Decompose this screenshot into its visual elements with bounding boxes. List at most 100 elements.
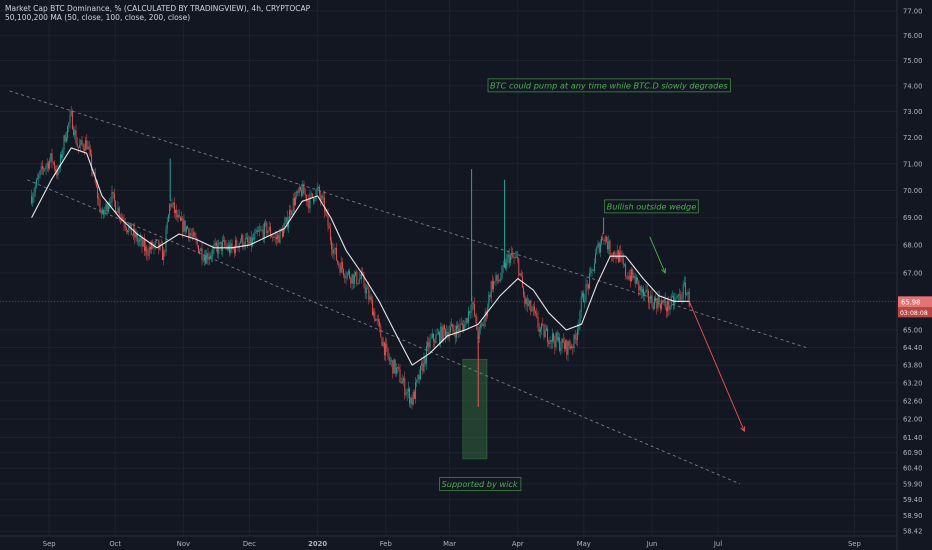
candle-body xyxy=(212,248,214,257)
candle-body xyxy=(223,239,225,241)
last-price-label: 65.98 xyxy=(901,298,920,306)
candle-body xyxy=(149,246,151,250)
candle-body xyxy=(57,169,59,176)
candle-body xyxy=(549,339,551,344)
candle-body xyxy=(583,293,585,303)
candle-body xyxy=(70,110,72,115)
candle-body xyxy=(657,296,659,309)
candle-body xyxy=(401,381,403,384)
candle-body xyxy=(320,194,322,200)
candle-body xyxy=(671,296,673,297)
candle-body xyxy=(197,245,199,254)
candle-body xyxy=(200,248,202,252)
candle-body xyxy=(640,286,642,293)
candle-body xyxy=(356,271,358,284)
candle-body xyxy=(352,274,354,284)
candle-body xyxy=(215,242,217,246)
candle-body xyxy=(608,240,610,250)
candle-body xyxy=(291,211,293,216)
candle-body xyxy=(542,323,544,325)
candle-body xyxy=(568,341,570,347)
candle-body xyxy=(79,144,81,148)
candle-body xyxy=(530,300,532,312)
candle-body xyxy=(183,220,185,232)
candle-body xyxy=(475,315,477,317)
candle-body xyxy=(501,266,503,279)
candle-body xyxy=(676,296,678,298)
candle-body xyxy=(261,229,263,231)
candle-body xyxy=(231,243,233,249)
candle-body xyxy=(632,269,634,278)
candle-body xyxy=(365,288,367,294)
candle-body xyxy=(553,333,555,341)
candle-body xyxy=(140,238,142,241)
candle-body xyxy=(473,304,475,316)
candle-body xyxy=(116,211,118,213)
x-axis[interactable]: SepOctNovDec2020FebMarAprMayJunJulAugSep xyxy=(0,540,861,548)
candle-body xyxy=(293,197,295,206)
candle-body xyxy=(398,366,400,370)
candle-body xyxy=(338,263,340,266)
candle-body xyxy=(554,340,556,348)
candle-body xyxy=(169,204,171,215)
candle-body xyxy=(321,196,323,200)
candle-body xyxy=(335,247,337,261)
candle-body xyxy=(188,228,190,238)
candle-body xyxy=(653,297,655,310)
candle-body xyxy=(547,328,549,343)
candle-body xyxy=(483,320,485,327)
candle-body xyxy=(589,273,591,289)
x-tick-label: Mar xyxy=(443,540,456,548)
candle-body xyxy=(661,301,663,309)
candle-body xyxy=(238,243,240,249)
candle-body xyxy=(550,339,552,342)
candle-body xyxy=(638,280,640,291)
candle-body xyxy=(673,296,675,305)
indicator-legend: 50,100,200 MA (50, close, 100, close, 20… xyxy=(5,13,191,22)
candle-body xyxy=(675,297,677,299)
candle-body xyxy=(329,228,331,241)
y-tick-label: 60.40 xyxy=(903,465,922,473)
candle-body xyxy=(497,280,499,282)
candle-body xyxy=(529,300,531,305)
candle-body xyxy=(541,323,543,329)
candle-body xyxy=(490,281,492,298)
candle-body xyxy=(664,299,666,308)
candle-body xyxy=(369,296,371,300)
candle-body xyxy=(525,298,527,304)
candle-body xyxy=(391,360,393,361)
candle-body xyxy=(145,246,147,251)
candle-body xyxy=(106,203,108,212)
candle-body xyxy=(179,217,181,221)
candle-body xyxy=(682,284,684,298)
y-axis[interactable]: 77.00 76.00 75.00 74.00 73.00 72.00 71.00 70.00… xyxy=(898,8,932,536)
candle-body xyxy=(572,346,574,348)
candle-body xyxy=(359,278,361,279)
candle-body xyxy=(53,162,55,169)
candle-body xyxy=(225,245,227,247)
candle-body xyxy=(239,241,241,244)
candle-body xyxy=(134,228,136,238)
candle-body xyxy=(206,253,208,264)
candle-body xyxy=(376,319,378,320)
candle-body xyxy=(244,238,246,247)
candle-body xyxy=(368,288,370,300)
candle-body xyxy=(119,216,121,218)
candle-body xyxy=(203,256,205,261)
candle-body xyxy=(281,230,283,237)
candle-body xyxy=(304,193,306,195)
candle-body xyxy=(220,241,222,251)
candle-body xyxy=(418,375,420,380)
candle-body xyxy=(157,239,159,241)
candle-body xyxy=(387,348,389,358)
candle-body xyxy=(423,357,425,372)
candle-body xyxy=(341,261,343,269)
ma-line xyxy=(31,147,690,366)
candle-body xyxy=(260,229,262,231)
candle-body xyxy=(655,297,657,301)
candle-body xyxy=(593,263,595,271)
candle-body xyxy=(80,140,82,145)
candle-body xyxy=(292,197,294,212)
